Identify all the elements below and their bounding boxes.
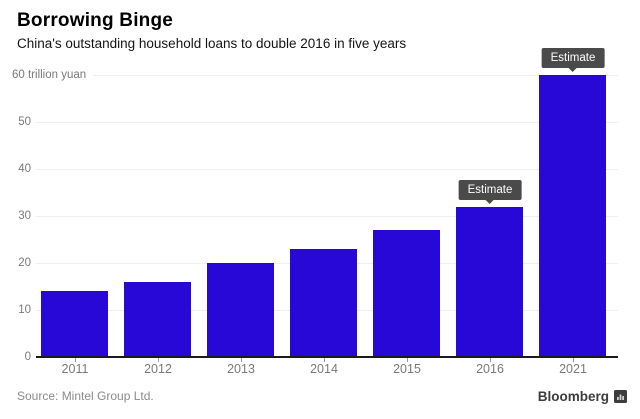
x-axis-tick xyxy=(241,358,242,362)
x-axis-label: 2013 xyxy=(227,362,255,376)
y-axis-label: 10 xyxy=(18,304,31,316)
x-axis-label: 2011 xyxy=(61,362,89,376)
x-axis-tick xyxy=(75,358,76,362)
source-note: Source: Mintel Group Ltd. xyxy=(17,389,154,403)
y-axis-label: 40 xyxy=(18,163,31,175)
bar-2012 xyxy=(124,282,191,357)
y-axis-label: 50 xyxy=(18,116,31,128)
x-axis-label: 2012 xyxy=(144,362,172,376)
bloomberg-wordmark: Bloomberg xyxy=(537,388,609,404)
bar-2021 xyxy=(539,75,606,357)
chart-title: Borrowing Binge xyxy=(17,10,174,31)
gridline xyxy=(36,169,618,170)
chart-footer: Source: Mintel Group Ltd. Bloomberg xyxy=(17,388,627,404)
x-axis-tick xyxy=(407,358,408,362)
y-axis-label: 0 xyxy=(24,351,31,363)
chart-subtitle: China's outstanding household loans to d… xyxy=(17,36,407,51)
x-axis-label: 2015 xyxy=(393,362,421,376)
gridline xyxy=(36,216,618,217)
x-axis-label: 2021 xyxy=(559,362,587,376)
estimate-callout: Estimate xyxy=(541,48,605,72)
estimate-callout: Estimate xyxy=(458,180,522,204)
y-axis-label: 30 xyxy=(18,210,31,222)
x-axis-label: 2016 xyxy=(476,362,504,376)
bar-2011 xyxy=(41,291,108,357)
bar-2014 xyxy=(290,249,357,357)
x-axis-tick xyxy=(573,358,574,362)
bar-2015 xyxy=(373,230,440,357)
y-axis-label: 20 xyxy=(18,257,31,269)
x-axis-label: 2014 xyxy=(310,362,338,376)
bloomberg-terminal-icon xyxy=(614,389,627,403)
bar-2016 xyxy=(456,207,523,357)
bar-2013 xyxy=(207,263,274,357)
x-axis-tick xyxy=(490,358,491,362)
bloomberg-logo: Bloomberg xyxy=(538,389,627,404)
x-axis-tick xyxy=(324,358,325,362)
x-axis-line xyxy=(36,356,618,358)
gridline xyxy=(36,75,618,76)
gridline xyxy=(36,122,618,123)
y-axis-label: 60 trillion yuan xyxy=(12,68,94,82)
x-axis-tick xyxy=(158,358,159,362)
